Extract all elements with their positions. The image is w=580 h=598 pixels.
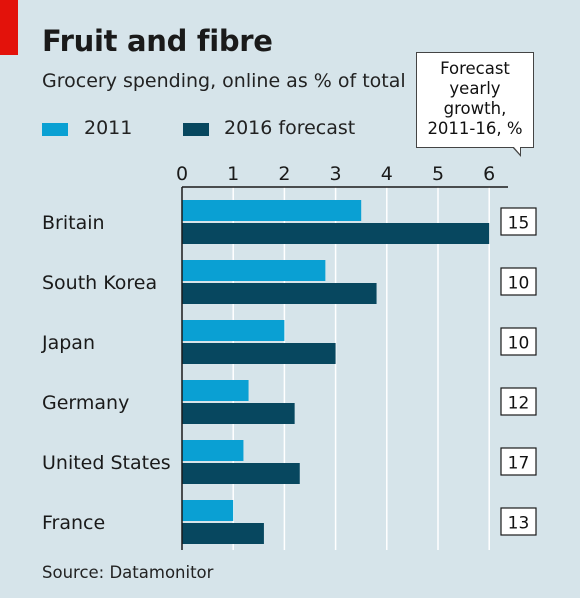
growth-value-box [500, 507, 537, 536]
bar-2011 [182, 500, 234, 521]
growth-value-box [500, 447, 537, 476]
legend-swatch-2016 [183, 123, 209, 136]
x-tick-label: 1 [227, 163, 239, 185]
bar-2016-forecast [182, 523, 264, 544]
x-tick-label: 5 [432, 163, 444, 185]
bar-2016-forecast [182, 283, 377, 304]
growth-header-line: yearly [449, 79, 501, 98]
growth-value-box [500, 207, 537, 236]
bar-2016-forecast [182, 343, 336, 364]
bar-2011 [182, 320, 285, 341]
bar-2011 [182, 260, 326, 281]
growth-header-line: 2011-16, % [427, 119, 523, 138]
growth-value-box [500, 327, 537, 356]
bar-2011 [182, 380, 249, 401]
growth-value: 15 [508, 214, 530, 234]
category-label: Germany [42, 392, 129, 414]
growth-value: 17 [508, 454, 530, 474]
bar-2016-forecast [182, 403, 295, 424]
growth-value: 13 [508, 514, 530, 534]
category-label: South Korea [42, 272, 157, 294]
category-label: Britain [42, 212, 105, 234]
brand-red-tab [0, 0, 18, 55]
growth-header-pointer-fill [513, 146, 520, 154]
growth-value-box [500, 267, 537, 296]
x-tick-label: 4 [381, 163, 393, 185]
growth-value-box [500, 387, 537, 416]
growth-header-line: Forecast [440, 59, 510, 78]
legend-label-2016: 2016 forecast [224, 117, 356, 139]
legend-label-2011: 2011 [84, 117, 133, 139]
category-label: Japan [41, 332, 95, 354]
bar-2011 [182, 200, 362, 221]
growth-value: 10 [508, 334, 530, 354]
x-tick-label: 0 [176, 163, 188, 185]
bar-2016-forecast [182, 463, 300, 484]
growth-value: 10 [508, 274, 530, 294]
chart-subtitle: Grocery spending, online as % of total [42, 70, 406, 92]
x-tick-label: 2 [278, 163, 290, 185]
x-tick-label: 6 [483, 163, 495, 185]
category-label: France [42, 512, 105, 534]
category-label: United States [42, 452, 171, 474]
growth-column-header: Forecast yearly growth, 2011-16, % [416, 52, 534, 148]
bar-2011 [182, 440, 244, 461]
x-tick-label: 3 [330, 163, 342, 185]
growth-value: 12 [508, 394, 530, 414]
bar-2016-forecast [182, 223, 490, 244]
chart-title: Fruit and fibre [42, 24, 273, 58]
chart-source: Source: Datamonitor [42, 563, 214, 582]
legend-swatch-2011 [42, 123, 68, 136]
growth-header-line: growth, [443, 99, 507, 118]
